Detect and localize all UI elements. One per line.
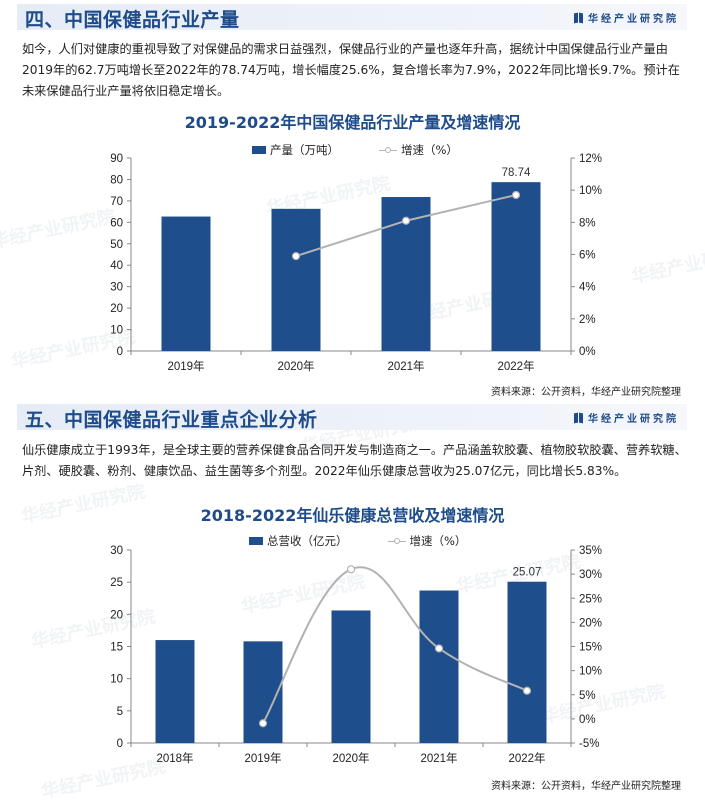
svg-text:0%: 0%: [579, 346, 596, 358]
svg-text:6%: 6%: [579, 250, 596, 262]
svg-text:2020年: 2020年: [277, 359, 314, 373]
svg-text:15: 15: [110, 642, 123, 654]
line-marker-icon: [379, 145, 397, 155]
svg-text:2020年: 2020年: [332, 751, 369, 765]
svg-text:70: 70: [110, 196, 123, 208]
svg-text:2019年: 2019年: [167, 359, 204, 373]
section-4-title: 四、中国保健品行业产量: [25, 9, 240, 31]
svg-text:60: 60: [110, 217, 123, 229]
chart-1-title: 2019-2022年中国保健品行业产量及增速情况: [184, 113, 521, 132]
legend-label: 总营收（亿元）: [267, 534, 348, 548]
section-4-header: 四、中国保健品行业产量 华经产业研究院: [17, 4, 687, 31]
svg-text:2018年: 2018年: [156, 751, 193, 765]
brand-name: 华经产业研究院: [588, 14, 679, 25]
svg-text:5%: 5%: [579, 690, 596, 702]
legend-label: 增速（%）: [409, 534, 467, 548]
svg-text:25%: 25%: [579, 593, 602, 605]
bar-swatch-icon: [249, 537, 263, 545]
section-5-title: 五、中国保健品行业重点企业分析: [25, 409, 318, 431]
svg-text:40: 40: [110, 260, 123, 272]
legend-item-bar: 总营收（亿元）: [249, 533, 348, 549]
brand-badge: 华经产业研究院: [574, 410, 679, 425]
legend-item-line: 增速（%）: [379, 142, 458, 158]
svg-text:0%: 0%: [579, 714, 596, 726]
svg-text:2019年: 2019年: [244, 751, 281, 765]
bar-swatch-icon: [252, 146, 266, 154]
section-5-paragraph: 仙乐健康成立于1993年，是全球主要的营养保健食品合同开发与制造商之一。产品涵盖…: [22, 443, 687, 478]
svg-text:0: 0: [117, 346, 123, 358]
svg-text:25: 25: [110, 577, 123, 589]
svg-text:0: 0: [117, 738, 123, 750]
svg-text:50: 50: [110, 239, 123, 251]
chart-2-legend: 总营收（亿元） 增速（%）: [249, 533, 466, 549]
svg-text:20: 20: [110, 609, 123, 621]
chart-1-legend: 产量（万吨） 增速（%）: [252, 142, 458, 158]
svg-text:2021年: 2021年: [420, 751, 457, 765]
brand-logo-icon: [574, 412, 583, 423]
brand-name: 华经产业研究院: [588, 414, 679, 425]
chart-2-title: 2018-2022年仙乐健康总营收及增速情况: [200, 506, 505, 525]
svg-text:5: 5: [117, 706, 123, 718]
chart-2-source: 资料来源：公开资料，华经产业研究院整理: [491, 781, 681, 792]
svg-text:2022年: 2022年: [508, 751, 545, 765]
svg-text:2%: 2%: [579, 314, 596, 326]
chart-1-source: 资料来源：公开资料，华经产业研究院整理: [491, 387, 681, 398]
section-4-paragraph: 如今，人们对健康的重视导致了对保健品的需求日益强烈，保健品行业的产量也逐年升高，…: [22, 42, 680, 98]
svg-text:30%: 30%: [579, 569, 602, 581]
svg-text:10%: 10%: [579, 185, 602, 197]
brand-logo-icon: [574, 12, 583, 23]
chart-2-plot: 0 5 10 15 20 25 30 -5% 0% 5% 10% 15% 20% 25% 30% 35% 201…: [110, 545, 602, 765]
legend-item-line: 增速（%）: [387, 533, 467, 549]
svg-text:15%: 15%: [579, 642, 602, 654]
legend-item-bar: 产量（万吨）: [252, 142, 339, 158]
svg-text:20: 20: [110, 303, 123, 315]
legend-label: 产量（万吨）: [270, 143, 339, 157]
svg-text:12%: 12%: [579, 153, 602, 165]
line-marker-icon: [387, 536, 406, 546]
legend-label: 增速（%）: [401, 143, 458, 157]
section-5-header: 五、中国保健品行业重点企业分析 华经产业研究院: [17, 404, 687, 431]
svg-text:-5%: -5%: [579, 738, 599, 750]
svg-text:4%: 4%: [579, 282, 596, 294]
svg-text:90: 90: [110, 153, 123, 165]
svg-text:30: 30: [110, 545, 123, 557]
svg-text:2022年: 2022年: [497, 359, 534, 373]
svg-text:10: 10: [110, 325, 123, 337]
brand-badge: 华经产业研究院: [574, 10, 679, 25]
svg-text:80: 80: [110, 174, 123, 186]
svg-text:8%: 8%: [579, 217, 596, 229]
svg-text:20%: 20%: [579, 617, 602, 629]
svg-text:2021年: 2021年: [387, 359, 424, 373]
svg-text:10%: 10%: [579, 666, 602, 678]
svg-text:25.07: 25.07: [513, 567, 542, 579]
svg-text:78.74: 78.74: [502, 167, 531, 179]
chart-1-plot: 0 10 20 30 40 50 60 70 80 90 0% 2% 4% 6% 8% 10% 12% 2019年…: [110, 153, 602, 373]
svg-text:30: 30: [110, 282, 123, 294]
svg-text:10: 10: [110, 674, 123, 686]
svg-text:35%: 35%: [579, 545, 602, 557]
